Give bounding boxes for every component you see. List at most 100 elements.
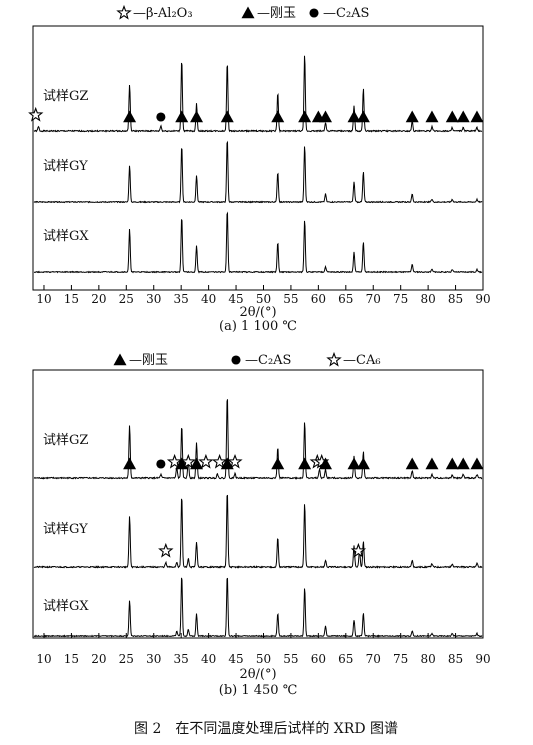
x-tick-label: 80	[420, 652, 435, 666]
triangle-peak-marker	[405, 457, 419, 470]
series-line-试样GY	[33, 494, 483, 569]
triangle-peak-marker	[425, 457, 439, 470]
x-tick-label: 65	[338, 652, 353, 666]
star-peak-marker	[158, 542, 174, 558]
legend-circle-icon	[309, 8, 319, 18]
triangle-peak-marker	[123, 110, 137, 123]
x-tick-label: 30	[146, 652, 161, 666]
x-tick-label: 10	[36, 652, 51, 666]
triangle-peak-marker	[271, 457, 285, 470]
triangle-peak-marker	[319, 110, 332, 123]
x-tick-label: 40	[201, 652, 216, 666]
legend-circle-icon	[231, 355, 241, 365]
x-tick-label: 35	[174, 292, 189, 306]
series-label: 试样GZ	[43, 433, 88, 448]
x-tick-label: 85	[448, 652, 463, 666]
triangle-peak-marker	[190, 110, 204, 123]
series-line-试样GZ	[33, 55, 483, 133]
legend-label: —C₂AS	[323, 6, 369, 21]
triangle-peak-marker	[470, 110, 484, 123]
legend-label: —β-Al₂O₃	[133, 6, 193, 21]
x-tick-label: 55	[283, 652, 298, 666]
triangle-peak-marker	[347, 457, 361, 470]
x-tick-label: 15	[64, 652, 79, 666]
xrd-panel-b: —刚玉 —C₂AS —CA₆ 10 15 20 25 30 35 40 45 50 55 60 65 70 75…	[32, 351, 491, 698]
legend-star-icon	[116, 4, 132, 20]
legend-label: —CA₆	[343, 353, 381, 368]
x-tick-label: 25	[119, 652, 134, 666]
legend-triangle-icon	[241, 6, 255, 19]
x-tick-label: 35	[174, 652, 189, 666]
star-peak-marker	[180, 453, 197, 469]
series-label: 试样GZ	[43, 89, 88, 104]
figure-caption: 图 2 在不同温度处理后试样的 XRD 图谱	[134, 721, 398, 737]
star-peak-marker	[227, 453, 243, 469]
x-tick-label: 90	[475, 292, 490, 306]
series-line-试样GX	[33, 577, 483, 638]
triangle-peak-marker	[319, 457, 332, 470]
triangle-peak-marker	[405, 110, 419, 123]
x-tick-label: 10	[36, 292, 51, 306]
x-tick-label: 80	[420, 292, 435, 306]
circle-peak-marker	[156, 459, 166, 469]
x-tick-label: 60	[311, 292, 326, 306]
triangle-peak-marker	[271, 110, 285, 123]
x-tick-label: 75	[393, 652, 408, 666]
x-tick-label: 90	[475, 652, 490, 666]
x-tick-label: 60	[311, 652, 326, 666]
x-tick-label: 55	[283, 292, 298, 306]
panel-label: (a) 1 100 ℃	[219, 319, 297, 334]
plot-frame	[32, 25, 484, 291]
x-tick-label: 65	[338, 292, 353, 306]
circle-peak-marker	[156, 112, 166, 122]
series-label: 试样GY	[43, 522, 88, 537]
triangle-peak-marker	[298, 110, 312, 123]
x-tick-label: 70	[366, 652, 381, 666]
xrd-panel-a: —β-Al₂O₃ —刚玉 —C₂AS 10 15 20 25 30 35 40 45 50 55 60 65…	[28, 4, 491, 334]
series-label: 试样GY	[43, 159, 88, 174]
x-tick-label: 25	[119, 292, 134, 306]
triangle-peak-marker	[456, 457, 470, 470]
legend-label: —C₂AS	[245, 353, 291, 368]
triangle-peak-marker	[445, 110, 459, 123]
x-axis-label: 2θ/(°)	[239, 305, 276, 320]
star-peak-marker	[211, 453, 228, 469]
triangle-peak-marker	[220, 457, 234, 470]
legend-triangle-icon	[113, 353, 127, 366]
triangle-peak-marker	[220, 110, 234, 123]
x-tick-label: 50	[256, 292, 271, 306]
x-tick-label: 30	[146, 292, 161, 306]
triangle-peak-marker	[470, 457, 484, 470]
plot-frame	[32, 369, 484, 639]
legend-label: —刚玉	[257, 6, 296, 21]
triangle-peak-marker	[456, 110, 470, 123]
legend-star-icon	[326, 351, 342, 367]
x-tick-label: 50	[256, 652, 271, 666]
triangle-peak-marker	[356, 110, 370, 123]
x-tick-label: 75	[393, 292, 408, 306]
triangle-peak-marker	[175, 110, 189, 123]
triangle-peak-marker	[445, 457, 459, 470]
star-peak-marker	[166, 453, 183, 469]
triangle-peak-marker	[347, 110, 361, 123]
star-peak-marker	[198, 453, 214, 469]
legend-label: —刚玉	[129, 353, 168, 368]
panel-label: (b) 1 450 ℃	[219, 683, 298, 698]
x-axis-label: 2θ/(°)	[239, 667, 276, 682]
series-label: 试样GX	[43, 229, 89, 244]
star-peak-marker	[350, 542, 367, 558]
triangle-peak-marker	[123, 457, 137, 470]
x-tick-label: 45	[228, 292, 243, 306]
triangle-peak-marker	[425, 110, 439, 123]
series-line-试样GX	[34, 211, 483, 274]
triangle-peak-marker	[190, 457, 204, 470]
x-tick-label: 20	[91, 292, 106, 306]
series-line-试样GZ	[33, 399, 483, 480]
x-tick-label: 45	[228, 652, 243, 666]
x-tick-label: 15	[64, 292, 79, 306]
x-tick-label: 70	[366, 292, 381, 306]
series-label: 试样GX	[43, 599, 89, 614]
series-line-试样GY	[33, 140, 483, 204]
star-peak-marker	[28, 106, 44, 122]
